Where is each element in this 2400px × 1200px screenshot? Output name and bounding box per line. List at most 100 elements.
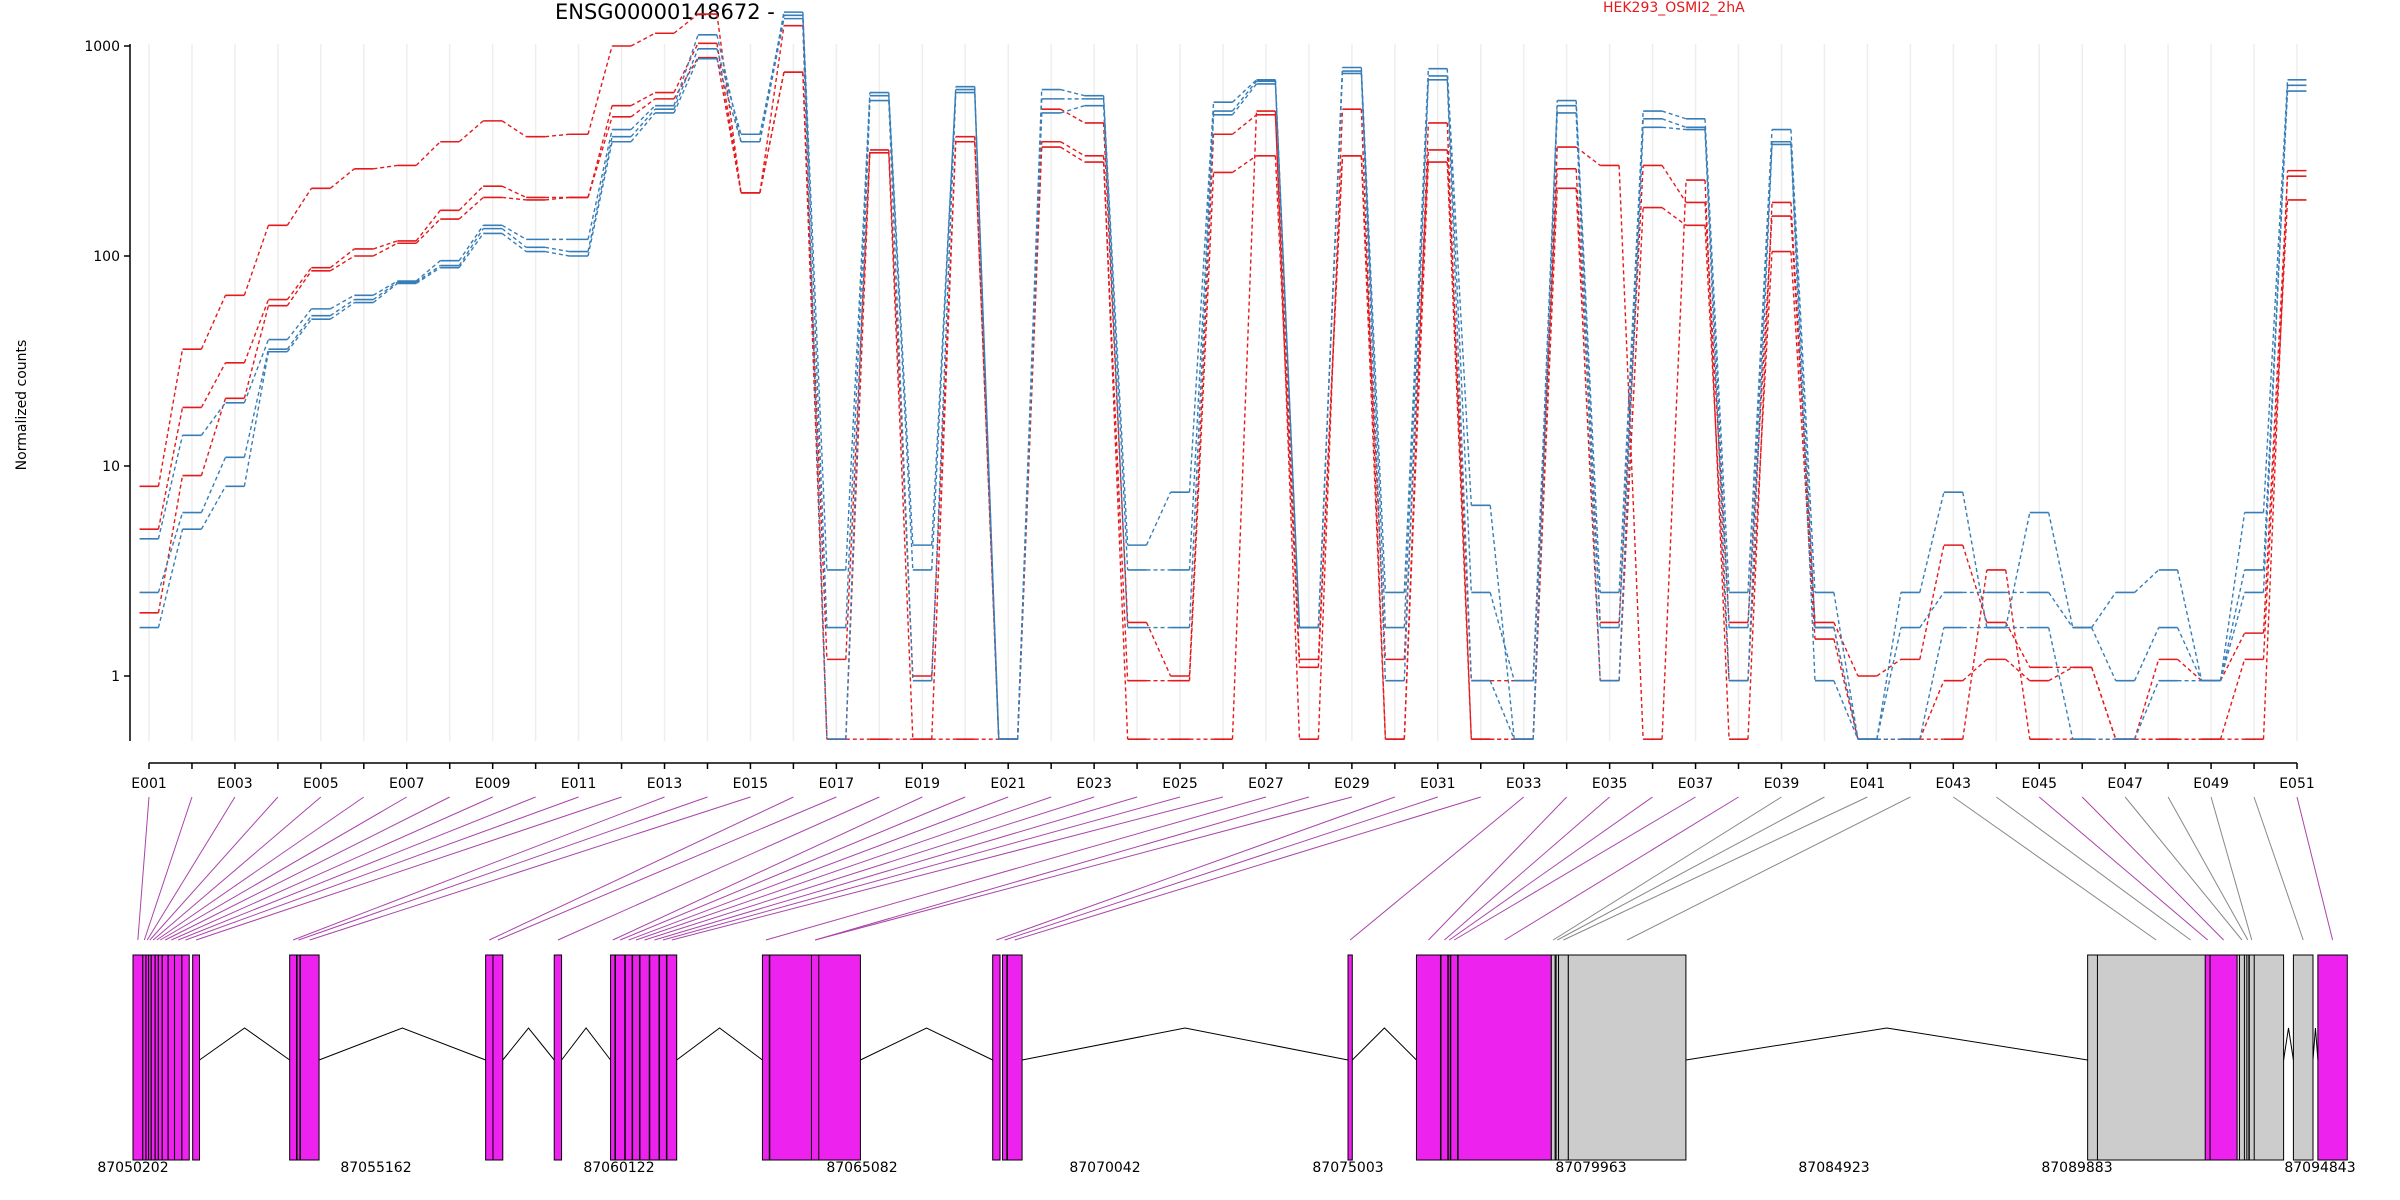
exon-box	[2248, 954, 2255, 1161]
series-connector	[157, 529, 184, 628]
series-connector	[630, 108, 656, 138]
series-connector	[1618, 118, 1644, 628]
x-tick-label: E049	[2193, 776, 2229, 792]
series-connector	[1876, 592, 1902, 740]
series-connector	[1188, 172, 1215, 681]
exon-box	[2317, 954, 2348, 1161]
series-connector	[1274, 155, 1301, 668]
series-connector	[1919, 680, 1945, 740]
series-connector	[200, 486, 227, 530]
series-connector	[1016, 98, 1043, 740]
series-connector	[545, 133, 570, 138]
intron-line	[676, 1027, 763, 1061]
exon-connector-line	[1444, 796, 1610, 941]
exon-connector-line	[1557, 796, 1825, 941]
series-connector	[931, 92, 957, 681]
series-connector	[243, 351, 270, 487]
series-connector	[1704, 225, 1730, 681]
series-connector	[2262, 199, 2289, 660]
series-connector	[888, 92, 914, 546]
series-connector	[2090, 667, 2117, 740]
series-connector	[630, 32, 656, 47]
series-connector	[1575, 188, 1601, 681]
series-connector	[1618, 165, 1644, 623]
series-connector	[1446, 162, 1473, 740]
series-connector	[1188, 102, 1215, 493]
series-connector	[1317, 155, 1344, 668]
series-connector	[1704, 129, 1730, 681]
legend-entry-osmi2: HEK293_OSMI2_2hA	[1603, 0, 1745, 16]
x-tick-label: E051	[2279, 776, 2315, 792]
series-connector	[802, 15, 828, 628]
series-connector	[802, 72, 828, 660]
exon-box	[2246, 954, 2250, 1161]
x-tick-label: E015	[733, 776, 769, 792]
x-tick-label: E027	[1248, 776, 1284, 792]
series-connector	[1360, 70, 1387, 628]
series-connector	[1446, 68, 1473, 506]
x-tick-label: E031	[1420, 776, 1456, 792]
exon-box	[2096, 954, 2285, 1161]
series-connector	[1532, 105, 1558, 681]
series-connector	[415, 260, 441, 282]
series-connector	[1403, 162, 1430, 740]
exon-connector-line	[185, 796, 579, 941]
exon-box	[624, 954, 633, 1161]
exon-connector-line	[1014, 796, 1481, 941]
x-tick-label: E035	[1592, 776, 1628, 792]
series-connector	[931, 136, 957, 740]
intron-line	[1021, 1027, 1349, 1061]
exon-connector-line	[814, 796, 1353, 941]
series-connector	[2133, 680, 2160, 740]
series-connector	[157, 349, 184, 487]
x-tick-label: E023	[1076, 776, 1112, 792]
series-connector	[1360, 109, 1387, 740]
x-tick-label: E045	[2021, 776, 2057, 792]
series-connector	[1060, 104, 1085, 114]
series-connector	[931, 89, 957, 546]
series-connector	[200, 295, 227, 350]
genomic-coordinate-label: 87084923	[1798, 1160, 1869, 1176]
exon-box	[632, 954, 640, 1161]
series-connector	[415, 218, 441, 244]
series-connector	[1317, 73, 1344, 628]
series-connector	[2176, 627, 2203, 681]
exon-connector-line	[1953, 796, 2157, 941]
series-connector	[587, 141, 613, 257]
series-connector	[1360, 155, 1387, 660]
intron-line	[199, 1027, 290, 1061]
series-connector	[2219, 659, 2246, 740]
series-connector	[1231, 80, 1258, 112]
genomic-coordinate-label: 87079963	[1555, 1160, 1626, 1176]
x-tick-label: E001	[131, 776, 167, 792]
exon-box	[992, 954, 1001, 1161]
series-connector	[1102, 122, 1129, 623]
series-connector	[2048, 627, 2074, 740]
series-connector	[845, 149, 871, 660]
series-connector	[716, 58, 742, 142]
exon-box	[174, 954, 183, 1161]
exon-connector-line	[137, 796, 150, 941]
series-connector	[458, 224, 484, 262]
series-connector	[501, 120, 527, 138]
exon-box	[1001, 954, 1008, 1161]
series-connector	[2134, 569, 2160, 593]
series-connector	[845, 152, 871, 740]
series-connector	[931, 141, 957, 677]
series-connector	[973, 136, 1000, 740]
series-connector	[716, 48, 742, 135]
exon-box	[167, 954, 175, 1161]
series-connector	[1403, 75, 1430, 628]
x-tick-label: E019	[904, 776, 940, 792]
series-connector	[1145, 622, 1172, 677]
series-connector	[630, 105, 656, 131]
series-connector	[458, 228, 484, 266]
gene-track: 87050202 87055162 87060122 87065082 87070042…	[97, 954, 2356, 1176]
exon-connector-line	[149, 796, 279, 941]
series-connector	[329, 302, 355, 320]
series-connector	[1790, 251, 1816, 640]
exon-box	[666, 954, 678, 1161]
exon-box	[1347, 954, 1353, 1161]
series-connector	[673, 58, 699, 114]
series-connector	[716, 57, 742, 193]
